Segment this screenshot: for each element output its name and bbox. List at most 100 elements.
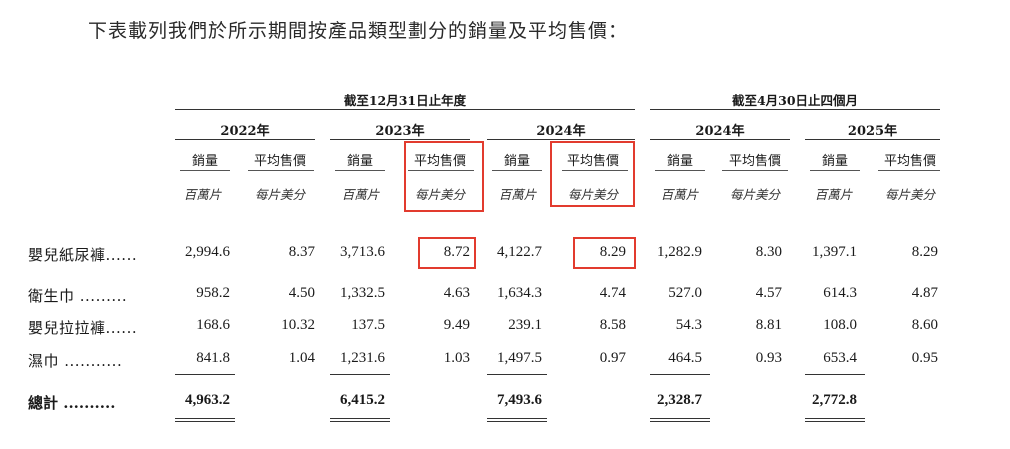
table-cell: 9.49 <box>443 317 470 333</box>
highlight-box <box>418 237 476 269</box>
table-cell: 1,231.6 <box>340 350 385 366</box>
table-cell: 108.0 <box>823 317 857 333</box>
intro-text: 下表載列我們於所示期間按產品類型劃分的銷量及平均售價： <box>88 20 629 42</box>
table-cell: 958.2 <box>196 285 230 301</box>
double-rule <box>175 418 235 419</box>
year-header-2023: 2023年 <box>375 124 425 139</box>
total-rule <box>175 374 235 375</box>
group-rule-annual <box>175 109 635 110</box>
total-label: 總計 .......... <box>28 394 116 412</box>
table-cell: 0.95 <box>911 350 938 366</box>
total-rule <box>650 374 710 375</box>
unit-price: 每片美分 <box>884 187 935 202</box>
table-cell: 10.32 <box>281 317 315 333</box>
unit-price: 每片美分 <box>414 187 465 202</box>
double-rule <box>175 421 235 422</box>
sub-rule <box>335 170 385 171</box>
table-cell: 1,282.9 <box>657 244 702 260</box>
group-rule-interim <box>650 109 940 110</box>
total-cell: 4,963.2 <box>185 392 230 408</box>
col-header-price: 平均售價 <box>566 154 619 169</box>
row-label: 嬰兒拉拉褲...... <box>28 319 138 337</box>
double-rule <box>650 421 710 422</box>
double-rule <box>487 421 547 422</box>
table-cell: 8.58 <box>599 317 626 333</box>
unit-volume: 百萬片 <box>341 187 380 202</box>
table-cell: 0.97 <box>599 350 626 366</box>
sub-rule <box>180 170 230 171</box>
year-rule <box>650 139 790 140</box>
double-rule <box>330 418 390 419</box>
sub-rule <box>722 170 788 171</box>
table-cell: 0.93 <box>755 350 782 366</box>
total-cell: 7,493.6 <box>497 392 542 408</box>
year-rule <box>330 139 470 140</box>
sub-rule <box>655 170 705 171</box>
table-cell: 464.5 <box>668 350 702 366</box>
row-label: 嬰兒紙尿褲...... <box>28 246 138 264</box>
table-cell: 1,634.3 <box>497 285 542 301</box>
sub-rule <box>810 170 860 171</box>
table-cell: 8.29 <box>599 244 626 260</box>
sub-rule <box>248 170 314 171</box>
unit-volume: 百萬片 <box>183 187 222 202</box>
row-label: 濕巾 ........... <box>28 352 123 370</box>
table-cell: 8.81 <box>755 317 782 333</box>
unit-volume: 百萬片 <box>814 187 853 202</box>
highlight-box <box>573 237 636 269</box>
table-cell: 841.8 <box>196 350 230 366</box>
unit-price: 每片美分 <box>729 187 780 202</box>
double-rule <box>487 418 547 419</box>
total-rule <box>805 374 865 375</box>
col-header-volume: 銷量 <box>503 154 530 169</box>
table-cell: 3,713.6 <box>340 244 385 260</box>
double-rule <box>805 421 865 422</box>
table-cell: 239.1 <box>508 317 542 333</box>
total-rule <box>330 374 390 375</box>
highlight-box <box>550 141 635 207</box>
table-cell: 137.5 <box>351 317 385 333</box>
table-cell: 4,122.7 <box>497 244 542 260</box>
sub-rule <box>492 170 542 171</box>
double-rule <box>330 421 390 422</box>
table-cell: 614.3 <box>823 285 857 301</box>
table-cell: 54.3 <box>675 317 702 333</box>
table-cell: 653.4 <box>823 350 857 366</box>
table-cell: 8.60 <box>911 317 938 333</box>
year-header-2025-interim: 2025年 <box>847 124 898 139</box>
total-rule <box>487 374 547 375</box>
table-cell: 1,332.5 <box>340 285 385 301</box>
total-cell: 2,772.8 <box>812 392 857 408</box>
sub-rule <box>408 170 474 171</box>
sub-rule <box>562 170 628 171</box>
table-cell: 1.04 <box>288 350 315 366</box>
year-rule <box>487 139 635 140</box>
col-header-volume: 銷量 <box>821 154 848 169</box>
total-cell: 6,415.2 <box>340 392 385 408</box>
table-cell: 4.57 <box>755 285 782 301</box>
table-cell: 4.87 <box>911 285 938 301</box>
table-cell: 2,994.6 <box>185 244 230 260</box>
table-cell: 527.0 <box>668 285 702 301</box>
highlight-box <box>404 141 484 212</box>
col-header-volume: 銷量 <box>191 154 218 169</box>
total-cell: 2,328.7 <box>657 392 702 408</box>
double-rule <box>650 418 710 419</box>
year-rule <box>175 139 315 140</box>
table-cell: 1,397.1 <box>812 244 857 260</box>
col-header-price: 平均售價 <box>728 154 781 169</box>
table-cell: 8.30 <box>755 244 782 260</box>
year-header-2024-interim: 2024年 <box>695 124 745 139</box>
year-rule <box>805 139 940 140</box>
col-header-volume: 銷量 <box>666 154 693 169</box>
year-header-2022: 2022年 <box>220 124 270 139</box>
unit-price: 每片美分 <box>254 187 305 202</box>
col-header-volume: 銷量 <box>346 154 373 169</box>
table-cell: 8.37 <box>288 244 315 260</box>
table-cell: 168.6 <box>196 317 230 333</box>
group-header-interim: 截至4月30日止四個月 <box>731 93 859 108</box>
table-cell: 4.50 <box>288 285 315 301</box>
table-cell: 4.63 <box>443 285 470 301</box>
unit-volume: 百萬片 <box>498 187 537 202</box>
unit-volume: 百萬片 <box>660 187 699 202</box>
